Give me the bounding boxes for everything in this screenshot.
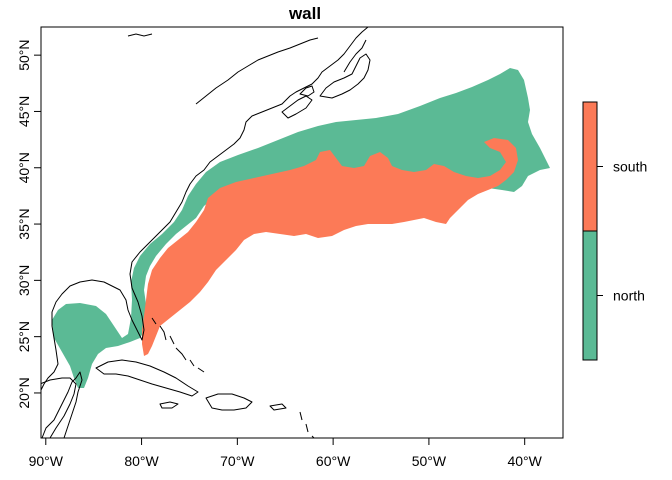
latitude-axis: 20°N 25°N 30°N 35°N 40°N 45°N 50°N [16,40,41,409]
longitude-tick-label: 80°W [124,453,159,469]
plot-frame [40,26,564,439]
latitude-tick-label: 20°N [16,377,32,408]
longitude-tick-label: 40°W [507,453,542,469]
latitude-tick-label: 40°N [16,152,32,183]
latitude-tick-label: 45°N [16,96,32,127]
north-region [52,68,550,388]
latitude-tick-label: 25°N [16,321,32,352]
longitude-tick-label: 60°W [316,453,351,469]
longitude-tick-label: 50°W [412,453,447,469]
coastline-puerto-rico [269,403,287,411]
coastline-hispaniola [205,393,253,411]
coastline-yucatan [41,377,77,438]
coastline-labrador [195,37,319,105]
legend-swatch-south [583,102,597,231]
legend-label-south: south [613,159,647,175]
coastline-cuba [95,359,199,397]
latitude-tick-label: 35°N [16,208,32,239]
coastline-newfoundland [319,39,371,99]
latitude-tick-label: 50°N [16,40,32,71]
latitude-tick-label: 30°N [16,265,32,296]
longitude-tick-label: 70°W [220,453,255,469]
coastline-nova-scotia [281,95,313,119]
longitude-axis: 90°W 80°W 70°W 60°W 50°W 40°W [29,438,543,469]
coastline-north-america [41,27,369,438]
legend-label-north: north [613,288,645,304]
south-region [142,138,518,356]
plot-area [40,26,564,439]
coastline-cape-breton [299,85,315,97]
legend: south north [582,101,647,361]
legend-swatch-north [583,231,597,360]
longitude-tick-label: 90°W [29,453,64,469]
map-title: wall [288,4,321,23]
coastline-jamaica [159,401,179,409]
